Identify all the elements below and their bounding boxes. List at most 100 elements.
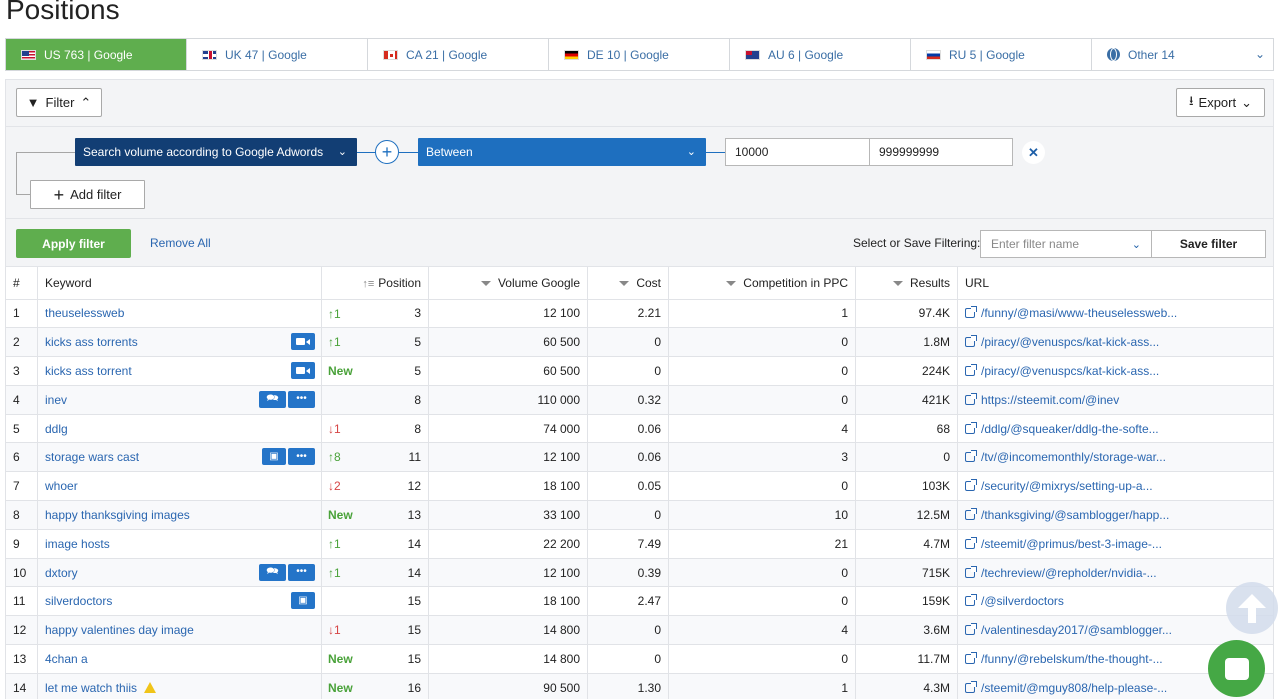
chevron-down-icon[interactable]: ⌄ [1254,47,1265,61]
keyword-link[interactable]: happy thanksgiving images [45,507,190,522]
external-link-icon[interactable] [965,450,977,463]
keyword-link[interactable]: ddlg [45,421,68,436]
tab-ru[interactable]: RU 5 | Google [911,39,1092,70]
external-link-icon[interactable] [965,479,977,492]
results-cell: 3.6M [855,615,958,646]
col-header-volume-label: Volume Google [497,275,580,290]
keyword-link[interactable]: happy valentines day image [45,623,194,638]
video-icon[interactable] [291,333,315,351]
col-header-keyword[interactable]: Keyword [37,267,322,300]
url-link[interactable]: /steemit/@primus/best-3-image-... [981,536,1162,551]
url-link[interactable]: /thanksgiving/@samblogger/happ... [981,507,1170,522]
table-row: 13 4chan a New 15 14 800 0 0 11.7M/funny/@rebel… [5,644,1274,674]
keyword-link[interactable]: kicks ass torrent [45,363,132,378]
external-link-icon[interactable] [965,623,977,636]
chat-icon[interactable]: 🗪 [259,563,286,581]
url-link[interactable]: /piracy/@venuspcs/kat-kick-ass... [981,335,1160,350]
range-to-input[interactable] [869,138,1013,166]
tab-ca[interactable]: CA 21 | Google [368,39,549,70]
url-link[interactable]: /techreview/@repholder/nvidia-... [981,565,1157,580]
external-link-icon[interactable] [965,306,977,319]
more-icon[interactable]: ••• [288,563,315,581]
external-link-icon[interactable] [965,421,977,434]
external-link-icon[interactable] [965,335,977,348]
add-filter-label: Add filter [70,187,122,202]
url-link[interactable]: /funny/@masi/www-theuselessweb... [981,306,1178,321]
scroll-to-top-button[interactable] [1226,582,1278,634]
competition-cell: 0 [668,356,856,386]
apply-filter-button[interactable]: Apply filter [16,229,131,258]
filter-toggle-button[interactable]: ▼ Filter ⌃ [16,88,102,117]
results-cell: 103K [855,471,958,502]
url-link[interactable]: /funny/@rebelskum/the-thought-... [981,651,1163,666]
url-link[interactable]: /security/@mixrys/setting-up-a... [981,479,1153,494]
external-link-icon[interactable] [965,680,977,693]
external-link-icon[interactable] [965,536,977,549]
au-flag-icon [745,49,760,60]
external-link-icon[interactable] [965,363,977,376]
keyword-link[interactable]: kicks ass torrents [45,335,138,350]
chat-widget-button[interactable] [1208,640,1265,697]
col-header-competition[interactable]: Competition in PPC [668,267,856,300]
keyword-link[interactable]: whoer [45,479,78,494]
chevron-down-icon[interactable]: ⌄ [1131,239,1141,251]
us-flag-icon [21,49,36,60]
keyword-link[interactable]: image hosts [45,536,110,551]
keyword-link[interactable]: storage wars cast [45,450,140,465]
url-link[interactable]: /valentinesday2017/@samblogger... [981,623,1172,638]
external-link-icon[interactable] [965,392,977,405]
filter-operator-select[interactable]: Between ⌄ [418,138,706,166]
keyword-link[interactable]: let me watch thiis [45,680,138,695]
col-header-results[interactable]: Results [855,267,958,300]
keyword-link[interactable]: dxtory [45,565,78,580]
more-icon[interactable]: ••• [288,448,315,466]
external-link-icon[interactable] [965,507,977,520]
col-header-cost[interactable]: Cost [587,267,669,300]
competition-cell: 0 [668,327,856,358]
position-change: New [328,508,353,523]
image-icon[interactable]: ▣ [291,592,315,610]
keyword-link[interactable]: theuselessweb [45,306,125,321]
chat-icon[interactable]: 🗪 [259,390,286,408]
tab-other[interactable]: Other 14 ⌄ [1092,39,1273,70]
range-from-input[interactable] [725,138,870,166]
tab-us[interactable]: US 763 | Google [6,39,187,70]
filter-name-input[interactable]: Enter filter name ⌄ [980,230,1152,258]
col-header-position[interactable]: ↑≡ Position [321,267,429,300]
url-link[interactable]: /tv/@incomemonthly/storage-war... [981,450,1166,465]
results-cell: 68 [855,413,958,444]
url-link[interactable]: /ddlg/@squeaker/ddlg-the-softe... [981,421,1159,436]
video-icon[interactable] [291,362,315,380]
external-link-icon[interactable] [965,594,977,607]
external-link-icon[interactable] [965,651,977,664]
close-icon[interactable]: ✕ [1022,141,1045,164]
position-change: ↓1 [328,623,341,638]
external-link-icon[interactable] [965,565,977,578]
url-cell: /tv/@incomemonthly/storage-war... [957,442,1274,473]
table-row: 8 happy thanksgiving images New 13 33 100 0 10… [5,500,1274,530]
col-header-volume[interactable]: Volume Google [428,267,588,300]
url-link[interactable]: https://steemit.com/@inev [981,392,1120,407]
url-link[interactable]: /@silverdoctors [981,594,1064,609]
tab-uk[interactable]: UK 47 | Google [187,39,368,70]
keyword-link[interactable]: 4chan a [45,651,88,666]
save-filter-button[interactable]: Save filter [1151,230,1266,258]
cost-cell: 0 [587,500,669,530]
url-link[interactable]: /steemit/@mguy808/help-please-... [981,680,1168,695]
results-cell: 4.7M [855,528,958,559]
competition-cell: 1 [668,672,856,699]
filter-field-select[interactable]: Search volume according to Google Adword… [75,138,357,166]
tab-de[interactable]: DE 10 | Google [549,39,730,70]
url-link[interactable]: /piracy/@venuspcs/kat-kick-ass... [981,363,1160,378]
add-filter-button[interactable]: + Add filter [30,180,145,209]
keyword-link[interactable]: inev [45,392,68,407]
add-condition-button[interactable]: + [375,140,399,164]
remove-all-link[interactable]: Remove All [150,236,211,250]
tab-au[interactable]: AU 6 | Google [730,39,911,70]
serp-feature-badges [291,362,315,380]
more-icon[interactable]: ••• [288,390,315,408]
keyword-cell: 4chan a [37,644,322,674]
image-icon[interactable]: ▣ [262,448,286,466]
keyword-link[interactable]: silverdoctors [45,594,113,609]
export-button[interactable]: ⭳ Export ⌄ [1176,88,1265,117]
